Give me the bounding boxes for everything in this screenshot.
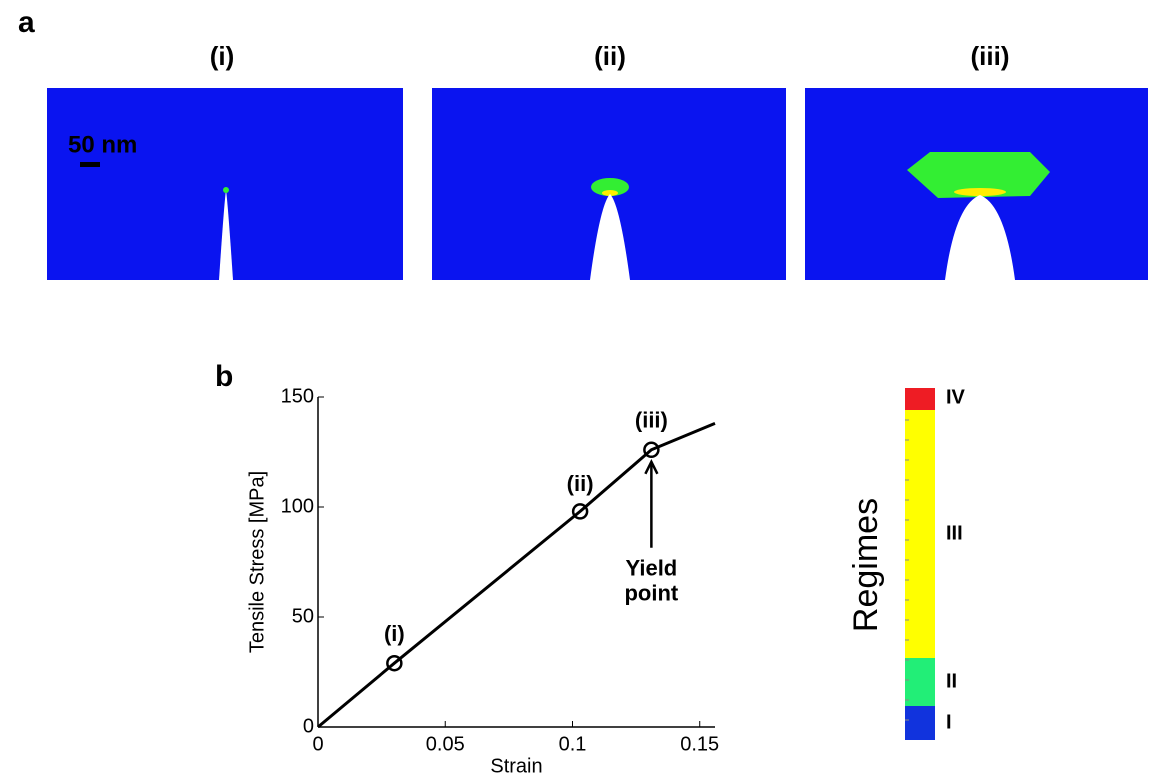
crack [590, 194, 630, 280]
x-tick-label: 0 [312, 733, 323, 755]
x-axis-label: Strain [490, 755, 542, 777]
scale-bar-label: 50 nm [68, 131, 137, 158]
marker [643, 441, 660, 459]
regime-band [905, 658, 935, 706]
annotation: (iii) [635, 408, 668, 433]
regime-label: I [946, 711, 952, 733]
regime-label: II [946, 670, 957, 692]
line-chart: 0 50 100 150 0 0.05 0.1 0.15 Strain Tensile Stres… [246, 385, 719, 777]
panel-label: b [215, 360, 233, 393]
crack [219, 190, 233, 280]
plastic-zone [591, 178, 629, 196]
x-tick-label: 0.15 [680, 733, 719, 755]
annotation: (i) [384, 621, 405, 646]
regime-band [905, 410, 935, 658]
arrow-head [644, 459, 659, 475]
x-tick-label: 0.1 [559, 733, 587, 755]
panel-title: (iii) [971, 41, 1010, 71]
colorbar-title: Regimes [847, 498, 885, 632]
panel-title: (ii) [594, 41, 626, 71]
plastic-zone [602, 190, 618, 196]
y-tick-label: 100 [281, 495, 314, 517]
y-tick-label: 150 [281, 385, 314, 407]
panel-title: (i) [210, 41, 235, 71]
annotation: point [624, 581, 678, 606]
scale-bar [80, 162, 100, 167]
annotation: Yield [625, 556, 677, 581]
y-tick-label: 0 [303, 715, 314, 737]
marker [386, 654, 403, 672]
x-tick-label: 0.05 [426, 733, 465, 755]
y-axis-label: Tensile Stress [MPa] [246, 471, 268, 653]
plastic-zone [954, 188, 1006, 196]
regime-label: III [946, 522, 963, 544]
data-line [317, 422, 716, 729]
annotation: (ii) [567, 471, 594, 496]
regime-band [905, 706, 935, 740]
y-tick-label: 50 [292, 605, 314, 627]
crack [945, 195, 1015, 280]
plastic-zone [907, 152, 1050, 198]
regime-band [905, 388, 935, 410]
marker [571, 503, 589, 520]
plastic-zone [223, 187, 229, 193]
regime-label: IV [946, 386, 966, 408]
panel-label: a [18, 6, 35, 39]
